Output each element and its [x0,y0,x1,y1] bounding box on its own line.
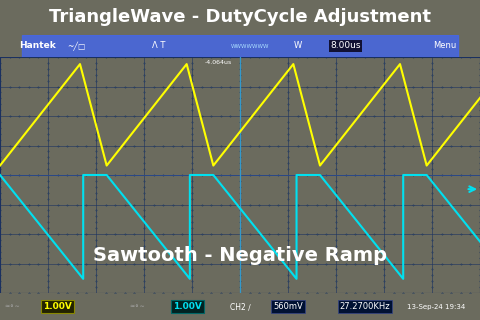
Text: 8.00us: 8.00us [330,42,361,51]
Text: 1.00V: 1.00V [173,302,202,311]
Text: ~╱□: ~╱□ [68,41,86,51]
Text: Λ T: Λ T [152,42,165,51]
Text: W: W [293,42,302,51]
Text: ≈⚬∼: ≈⚬∼ [130,304,145,309]
Text: Hantek: Hantek [19,42,56,51]
Text: CH2 ∕: CH2 ∕ [229,302,251,311]
Text: TriangleWave - DutyCycle Adjustment: TriangleWave - DutyCycle Adjustment [49,9,431,27]
Text: 13-Sep-24 19:34: 13-Sep-24 19:34 [408,303,466,309]
Text: ≈⚬∼: ≈⚬∼ [5,304,21,309]
Text: Sawtooth - Negative Ramp: Sawtooth - Negative Ramp [93,246,387,265]
Text: Menu: Menu [433,42,456,51]
Text: 27.2700KHz: 27.2700KHz [339,302,390,311]
Text: 1.00V: 1.00V [43,302,72,311]
Text: 560mV: 560mV [273,302,303,311]
Text: -4.064us: -4.064us [205,60,232,65]
Text: WWWWWWW: WWWWWWW [230,44,269,49]
